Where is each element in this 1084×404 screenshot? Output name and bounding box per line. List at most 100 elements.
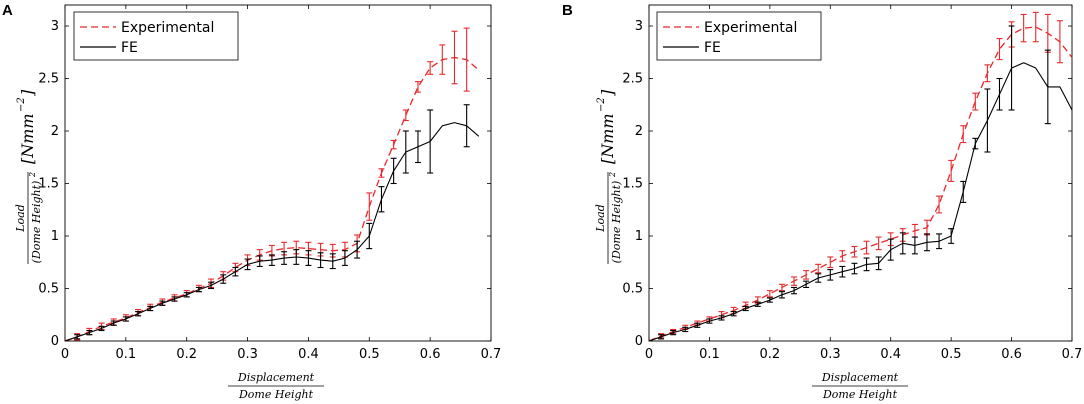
x-tick-label: 0.3: [237, 347, 258, 362]
fe-error-bar: [1008, 25, 1015, 111]
experimental-error-bar: [875, 236, 882, 251]
x-label-denominator: Dome Height: [822, 388, 898, 401]
x-label-numerator: Displacement: [821, 371, 899, 384]
experimental-error-bar: [390, 139, 397, 150]
fe-error-bar: [402, 130, 409, 174]
legend-label-experimental: Experimental: [704, 20, 797, 36]
y-axis-label-a: Load (Dome Height) 2 [Nmm −2 ]: [14, 89, 43, 264]
experimental-error-bar: [366, 192, 373, 221]
y-label-numerator: Load: [594, 204, 607, 233]
panel-label-a: A: [2, 2, 13, 19]
fe-error-bar: [827, 269, 834, 281]
plot-frame-b: [648, 4, 1073, 342]
legend-a: Experimental FE: [73, 11, 239, 61]
chart-panel-a: A Load (Dome Height) 2 [Nmm −2 ] Displac…: [2, 2, 501, 401]
fe-error-bar: [791, 286, 798, 295]
series-fe-a: [64, 104, 480, 342]
x-tick-label: 0.1: [116, 347, 137, 362]
fe-error-bar: [972, 137, 979, 150]
x-tick-label: 0.4: [880, 347, 901, 362]
y-label-denominator-exponent: 2: [28, 172, 37, 178]
experimental-error-bar: [427, 61, 434, 75]
fe-error-bar: [256, 255, 263, 268]
experimental-error-bar: [936, 195, 943, 214]
x-tick-label: 0.7: [481, 347, 502, 362]
series-fe-b: [648, 25, 1073, 342]
fe-error-bar: [147, 305, 154, 312]
fe-error-bar: [682, 326, 689, 333]
y-label-units: [Nmm: [598, 113, 617, 164]
fe-error-bar: [742, 305, 749, 312]
plot-area-b: [648, 11, 1073, 342]
fe-error-bar: [754, 301, 761, 307]
fe-error-bar: [887, 238, 894, 261]
x-tick-label: 0: [61, 347, 69, 362]
y-tick-label: 2.5: [38, 72, 59, 87]
fe-error-bar: [839, 265, 846, 278]
y-tick-label: 1: [51, 229, 59, 244]
x-tick-label: 0.5: [941, 347, 962, 362]
x-tick-label: 0.6: [1001, 347, 1022, 362]
y-tick-label: 2: [51, 124, 59, 139]
y-tick-label: 2: [635, 124, 643, 139]
fe-error-bar: [86, 329, 93, 336]
fe-error-bar: [122, 316, 129, 322]
fe-line-b: [648, 62, 1073, 342]
y-tick-label: 1: [635, 229, 643, 244]
legend-box-a: [73, 11, 239, 61]
experimental-error-bar: [803, 270, 810, 280]
fe-error-bar: [658, 334, 665, 340]
fe-error-bar: [948, 228, 955, 244]
fe-error-bar: [899, 232, 906, 255]
fe-error-bar: [730, 311, 737, 317]
experimental-error-bar: [839, 250, 846, 262]
x-tick-label: 0.3: [820, 347, 841, 362]
fe-error-bar: [815, 273, 822, 283]
legend-box-b: [656, 11, 822, 61]
fe-error-bar: [414, 130, 421, 164]
y-label-denominator: (Dome Height): [610, 181, 623, 264]
fe-error-bar: [159, 300, 166, 306]
x-tick-label: 0.7: [1062, 347, 1083, 362]
fe-error-bar: [863, 257, 870, 272]
fe-error-bar: [694, 322, 701, 328]
legend-label-fe: FE: [121, 40, 138, 56]
fe-error-bar: [984, 88, 991, 153]
fe-error-bar: [378, 186, 385, 213]
experimental-error-bar: [984, 64, 991, 83]
fe-error-bar: [911, 236, 918, 255]
experimental-error-bar: [972, 92, 979, 111]
fe-error-bar: [778, 291, 785, 299]
fe-error-bar: [803, 280, 810, 289]
x-tick-label: 0.5: [359, 347, 380, 362]
fe-error-bar: [766, 297, 773, 303]
y-tick-label: 0: [635, 334, 643, 349]
y-label-units-exponent: −2: [596, 97, 607, 112]
panel-label-b: B: [562, 2, 573, 19]
fe-error-bar: [195, 286, 202, 293]
x-tick-label: 0.2: [176, 347, 197, 362]
fe-error-bar: [875, 256, 882, 271]
fe-error-bar: [341, 250, 348, 266]
experimental-line-b: [648, 26, 1073, 342]
experimental-error-bar: [463, 27, 470, 92]
experimental-error-bar: [439, 44, 446, 75]
x-label-denominator: Dome Height: [238, 388, 314, 401]
experimental-error-bar: [1020, 13, 1027, 43]
ticks-b: 0 0.1 0.2 0.3 0.4 0.5 0.6 0.7 0 0.5 1 1.5 2 2.5 3: [622, 5, 1082, 362]
fe-error-bar: [171, 296, 178, 302]
fe-error-bar: [960, 180, 967, 203]
experimental-error-bar: [827, 256, 834, 269]
experimental-error-bar: [996, 38, 1003, 61]
fe-error-bar: [244, 258, 251, 271]
ticks-a: 0 0.1 0.2 0.3 0.4 0.5 0.6 0.7 0 0.5 1 1.5 2 2.5 3: [38, 5, 501, 362]
legend-label-fe: FE: [704, 40, 721, 56]
fe-error-bar: [936, 233, 943, 250]
fe-error-bar: [718, 315, 725, 321]
y-tick-label: 1.5: [38, 177, 59, 192]
y-label-denominator: (Dome Height): [30, 181, 43, 264]
x-tick-label: 0.4: [298, 347, 319, 362]
experimental-error-bar: [1032, 11, 1039, 43]
experimental-error-bar: [948, 159, 955, 182]
y-tick-label: 1.5: [622, 177, 643, 192]
